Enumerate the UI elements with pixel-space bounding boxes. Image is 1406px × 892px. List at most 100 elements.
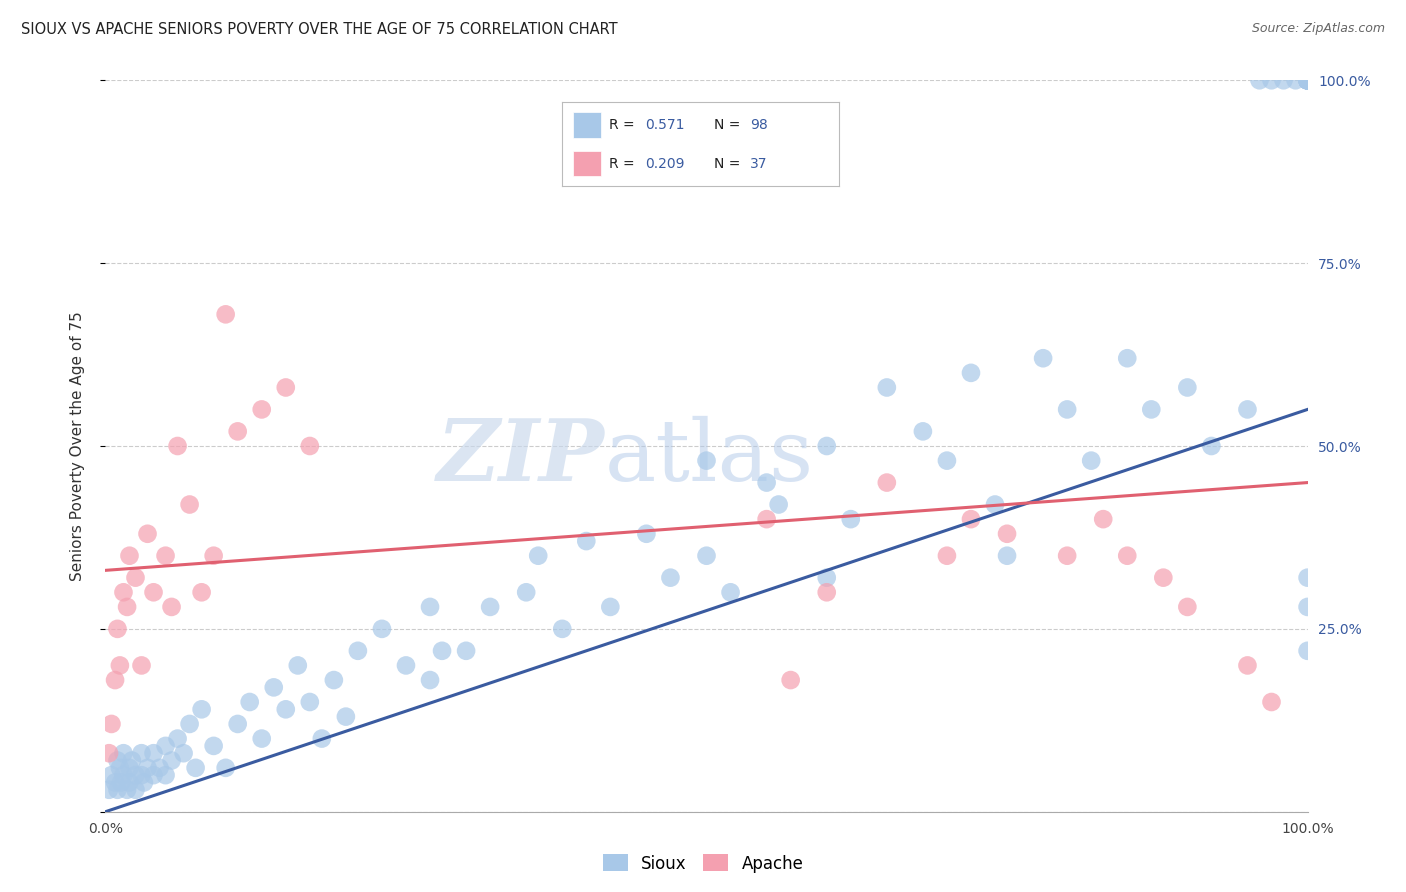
Point xyxy=(995,549,1018,563)
Point xyxy=(184,761,207,775)
Point xyxy=(136,526,159,541)
Point xyxy=(250,731,273,746)
Point xyxy=(1296,599,1319,614)
Point xyxy=(1140,402,1163,417)
Point xyxy=(190,702,212,716)
Point xyxy=(132,775,155,789)
Point xyxy=(166,439,188,453)
Point xyxy=(226,717,249,731)
Point xyxy=(876,475,898,490)
Point xyxy=(395,658,418,673)
Point xyxy=(911,425,934,439)
Point xyxy=(112,746,135,760)
Point xyxy=(1296,73,1319,87)
Point xyxy=(1080,453,1102,467)
Point xyxy=(1201,439,1223,453)
Text: 98: 98 xyxy=(751,118,768,132)
Point xyxy=(287,658,309,673)
Point xyxy=(1296,73,1319,87)
Point xyxy=(527,549,550,563)
Point xyxy=(173,746,195,760)
Bar xyxy=(574,112,600,137)
Point xyxy=(155,739,177,753)
Point xyxy=(1296,73,1319,87)
Point xyxy=(108,761,131,775)
Point xyxy=(142,746,165,760)
Point xyxy=(696,549,718,563)
Point xyxy=(347,644,370,658)
Point xyxy=(136,761,159,775)
Point xyxy=(226,425,249,439)
Point xyxy=(124,768,146,782)
Point xyxy=(311,731,333,746)
Point xyxy=(1296,73,1319,87)
Point xyxy=(1296,73,1319,87)
Point xyxy=(107,782,129,797)
Point xyxy=(696,453,718,467)
Point xyxy=(202,739,225,753)
Point xyxy=(104,673,127,687)
Point xyxy=(1296,73,1319,87)
Text: R =: R = xyxy=(609,118,636,132)
Point xyxy=(160,754,183,768)
Point xyxy=(454,644,477,658)
Point xyxy=(131,746,153,760)
Point xyxy=(190,585,212,599)
Point xyxy=(115,599,138,614)
Point xyxy=(98,746,121,760)
Point xyxy=(322,673,344,687)
Point xyxy=(118,549,141,563)
Text: SIOUX VS APACHE SENIORS POVERTY OVER THE AGE OF 75 CORRELATION CHART: SIOUX VS APACHE SENIORS POVERTY OVER THE… xyxy=(21,22,617,37)
Point xyxy=(419,599,441,614)
Point xyxy=(551,622,574,636)
Point xyxy=(1092,512,1115,526)
Text: ZIP: ZIP xyxy=(436,415,605,499)
Point xyxy=(160,599,183,614)
Text: 0.571: 0.571 xyxy=(645,118,685,132)
Point xyxy=(936,549,959,563)
Bar xyxy=(574,151,600,177)
Point xyxy=(202,549,225,563)
Point xyxy=(104,775,127,789)
Point xyxy=(250,402,273,417)
Point xyxy=(768,498,790,512)
Point xyxy=(599,599,621,614)
Point xyxy=(100,768,122,782)
Text: R =: R = xyxy=(609,157,636,170)
Point xyxy=(755,475,778,490)
Point xyxy=(108,658,131,673)
Point xyxy=(1152,571,1174,585)
Point xyxy=(1296,73,1319,87)
Text: N =: N = xyxy=(714,157,741,170)
Point xyxy=(298,695,321,709)
Point xyxy=(263,681,285,695)
Point xyxy=(1296,571,1319,585)
Text: Source: ZipAtlas.com: Source: ZipAtlas.com xyxy=(1251,22,1385,36)
Point xyxy=(131,768,153,782)
Point xyxy=(936,453,959,467)
Point xyxy=(155,768,177,782)
Point xyxy=(1296,73,1319,87)
Point xyxy=(1056,402,1078,417)
Point xyxy=(1260,73,1282,87)
Point xyxy=(155,549,177,563)
Point xyxy=(100,717,122,731)
Point xyxy=(1296,644,1319,658)
Y-axis label: Seniors Poverty Over the Age of 75: Seniors Poverty Over the Age of 75 xyxy=(70,311,84,581)
Point xyxy=(815,571,838,585)
Point xyxy=(118,775,141,789)
Point xyxy=(335,709,357,723)
Point xyxy=(659,571,682,585)
Point xyxy=(112,768,135,782)
Point xyxy=(214,761,236,775)
Point xyxy=(298,439,321,453)
Point xyxy=(960,366,983,380)
Text: 37: 37 xyxy=(751,157,768,170)
Point xyxy=(720,585,742,599)
Point xyxy=(995,526,1018,541)
Point xyxy=(1032,351,1054,366)
Point xyxy=(419,673,441,687)
Point xyxy=(112,585,135,599)
Point xyxy=(479,599,502,614)
Point xyxy=(98,782,121,797)
